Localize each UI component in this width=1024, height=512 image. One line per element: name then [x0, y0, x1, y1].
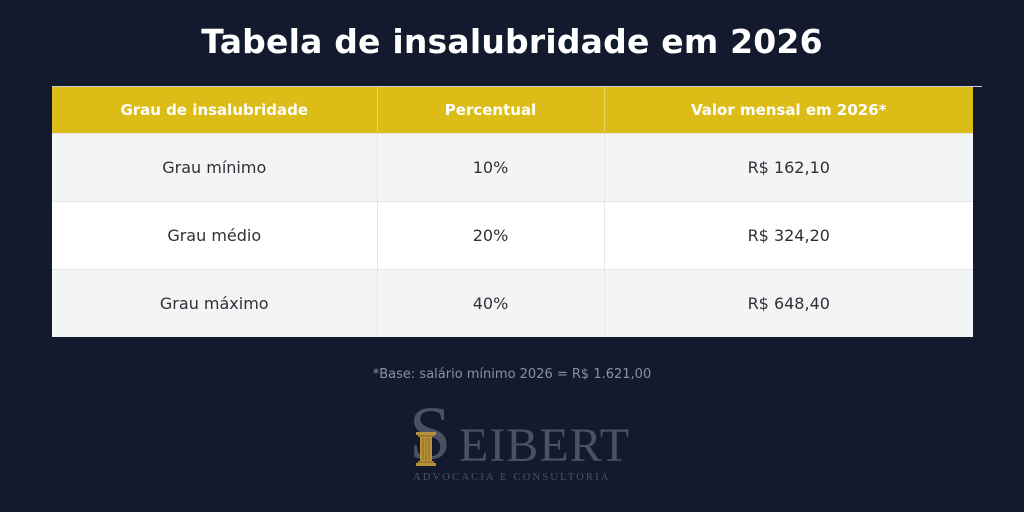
- header-valor: Valor mensal em 2026*: [604, 87, 973, 134]
- table-row: Grau mínimo 10% R$ 162,10: [52, 133, 973, 202]
- table-header-row: Grau de insalubridade Percentual Valor m…: [52, 87, 973, 134]
- page-title: Tabela de insalubridade em 2026: [201, 22, 823, 61]
- cell-percentual: 10%: [377, 133, 605, 202]
- footnote: *Base: salário mínimo 2026 = R$ 1.621,00: [372, 367, 652, 382]
- title-divider: [52, 86, 982, 87]
- header-grau: Grau de insalubridade: [52, 87, 378, 134]
- header-percentual: Percentual: [377, 87, 605, 134]
- cell-valor: R$ 324,20: [604, 201, 973, 270]
- logo-name: EIBERT: [459, 419, 631, 472]
- cell-percentual: 40%: [377, 269, 605, 337]
- insalubridade-table: Grau de insalubridade Percentual Valor m…: [52, 87, 973, 337]
- logo-subtitle: ADVOCACIA E CONSULTORIA: [413, 472, 611, 483]
- column-icon: [416, 432, 436, 466]
- table-row: Grau máximo 40% R$ 648,40: [52, 269, 973, 337]
- cell-percentual: 20%: [377, 201, 605, 270]
- cell-grau: Grau médio: [52, 201, 378, 270]
- cell-valor: R$ 162,10: [604, 133, 973, 202]
- table-row: Grau médio 20% R$ 324,20: [52, 201, 973, 270]
- cell-valor: R$ 648,40: [604, 269, 973, 337]
- cell-grau: Grau máximo: [52, 269, 378, 337]
- cell-grau: Grau mínimo: [52, 133, 378, 202]
- seibert-logo: S EIBERT ADVOCACIA E CONSULTORIA: [407, 396, 629, 490]
